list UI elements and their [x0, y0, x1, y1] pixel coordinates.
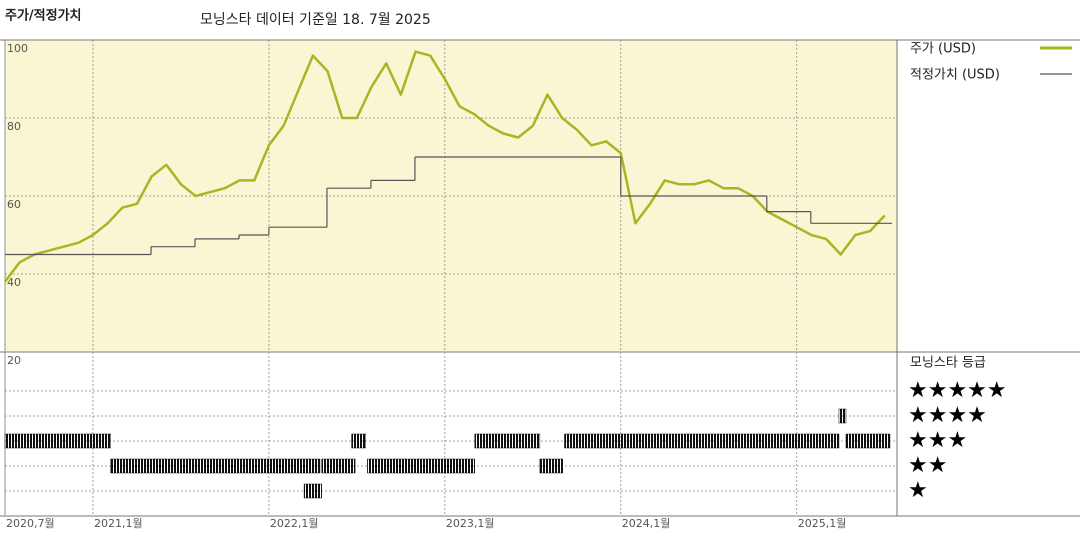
rating-bar: [539, 458, 563, 474]
chart-subtitle: 모닝스타 데이터 기준일 18. 7월 2025: [200, 12, 431, 28]
rating-bar: [838, 408, 847, 424]
price-line: [4, 50, 886, 283]
rating-bar: [110, 458, 321, 474]
rating-bar: [321, 458, 356, 474]
rating-bar: [4, 433, 111, 449]
y-tick-label: 100: [7, 42, 28, 55]
x-tick-label: 2020,7월: [6, 517, 55, 530]
rating-label: ★★: [908, 453, 947, 478]
y-tick-label: 80: [7, 120, 21, 133]
rating-label: ★★★★: [908, 403, 987, 428]
rating-label: ★★★: [908, 428, 967, 453]
legend-label: 주가 (USD): [910, 42, 976, 57]
x-tick-label: 2021,1월: [94, 517, 143, 530]
rating-bar: [367, 458, 476, 474]
rating-title: 모닝스타 등급: [910, 356, 986, 371]
rating-bar: [351, 433, 366, 449]
x-tick-label: 2025,1월: [798, 517, 847, 530]
rating-bar: [474, 433, 541, 449]
y-tick-label: 20: [7, 354, 21, 367]
x-tick-label: 2022,1월: [270, 517, 319, 530]
rating-bar: [845, 433, 891, 449]
legend-label: 적정가치 (USD): [910, 68, 1000, 83]
rating-bar: [564, 433, 840, 449]
y-tick-label: 60: [7, 198, 21, 211]
chart-title: 주가/적정가치: [5, 8, 82, 24]
rating-bar: [303, 483, 322, 499]
y-tick-label: 40: [7, 276, 21, 289]
x-tick-label: 2024,1월: [622, 517, 671, 530]
rating-label: ★: [908, 478, 928, 503]
x-tick-label: 2023,1월: [446, 517, 495, 530]
rating-label: ★★★★★: [908, 378, 1007, 403]
